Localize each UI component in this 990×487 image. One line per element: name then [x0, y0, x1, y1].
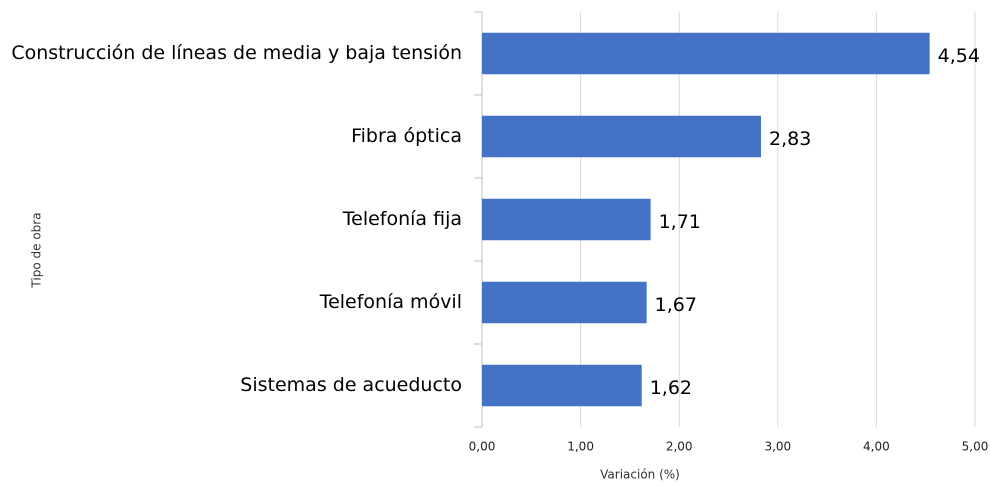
- bar: [482, 115, 762, 158]
- bar: [482, 364, 642, 407]
- x-tick-label: 5,00: [962, 440, 989, 454]
- bar: [482, 32, 930, 75]
- y-tick-label: Fibra óptica: [351, 125, 462, 147]
- bar: [482, 281, 647, 324]
- y-tick-label: Construcción de líneas de media y baja t…: [11, 42, 462, 64]
- x-tick-label: 3,00: [764, 440, 791, 454]
- data-label: 2,83: [769, 128, 811, 150]
- x-axis-label: Variación (%): [600, 468, 680, 482]
- data-label: 1,67: [655, 294, 697, 316]
- y-axis-label: Tipo de obra: [30, 212, 44, 288]
- y-tick-label: Telefonía móvil: [319, 291, 462, 313]
- x-tick-label: 1,00: [567, 440, 594, 454]
- x-tick-label: 4,00: [863, 440, 890, 454]
- data-label: 1,62: [650, 377, 692, 399]
- x-tick-label: 0,00: [469, 440, 496, 454]
- x-tick-label: 2,00: [666, 440, 693, 454]
- y-tick-label: Sistemas de acueducto: [240, 374, 462, 396]
- data-label: 1,71: [659, 211, 701, 233]
- y-tick-label: Telefonía fija: [342, 208, 462, 230]
- data-label: 4,54: [938, 45, 980, 67]
- bar: [482, 198, 651, 241]
